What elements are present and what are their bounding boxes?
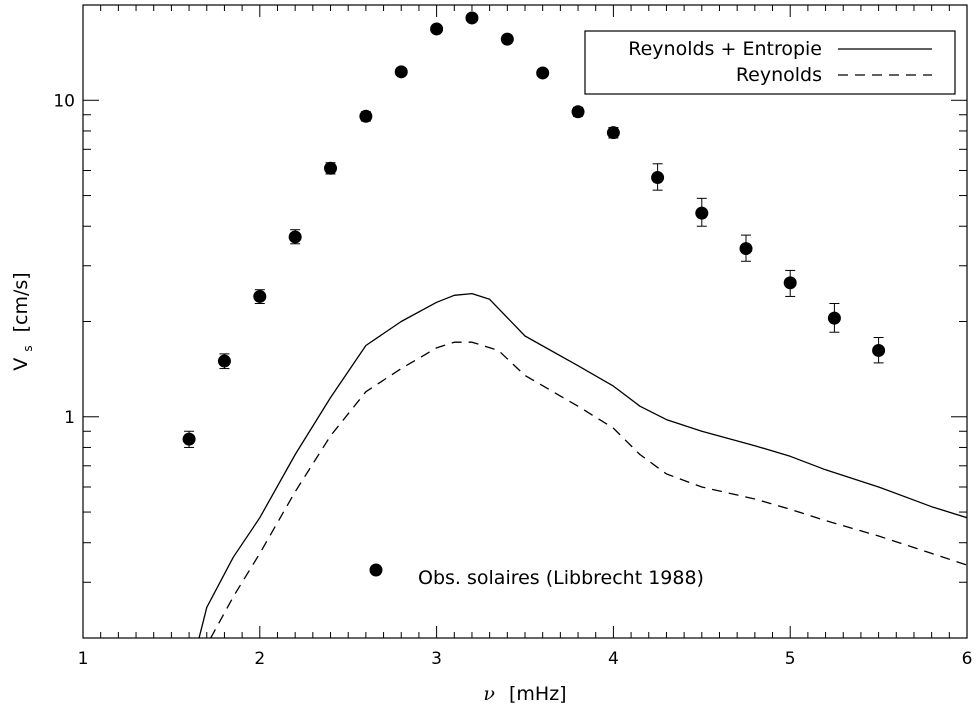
observation-points: [182, 11, 886, 448]
x-tick-label: 2: [254, 649, 265, 669]
data-point: [430, 22, 444, 36]
data-point: [288, 229, 302, 245]
data-point: [465, 11, 479, 25]
point-marker: [872, 343, 886, 357]
legend-label-reynolds-entropie: Reynolds + Entropie: [628, 38, 822, 60]
point-marker: [288, 230, 302, 244]
plot-frame: [82, 4, 968, 639]
point-marker: [571, 105, 585, 119]
x-tick-label: 1: [78, 649, 89, 669]
point-marker: [500, 32, 514, 46]
data-point: [500, 32, 514, 46]
y-axis-label: V s [cm/s]: [10, 272, 37, 370]
x-axis-unit: [mHz]: [509, 683, 567, 705]
y-tick-label: 10: [53, 91, 75, 111]
y-axis-symbol: V: [10, 358, 32, 371]
point-marker: [430, 22, 444, 36]
point-marker: [695, 206, 709, 220]
legend-label-reynolds: Reynolds: [736, 64, 822, 86]
data-point: [827, 302, 841, 333]
point-marker: [827, 311, 841, 325]
x-tick-label: 5: [785, 649, 796, 669]
point-marker: [359, 109, 373, 123]
point-marker: [606, 126, 620, 140]
data-point: [571, 105, 585, 119]
data-point: [324, 161, 338, 175]
point-marker: [182, 432, 196, 446]
x-axis-label: ν [mHz]: [483, 683, 566, 705]
legend-box: [584, 30, 956, 95]
x-tick-label: 3: [431, 649, 442, 669]
point-marker: [536, 66, 550, 80]
data-point: [606, 126, 620, 140]
x-axis-symbol: ν: [483, 683, 495, 705]
data-point: [536, 66, 550, 80]
point-marker: [465, 11, 479, 25]
point-marker: [394, 65, 408, 79]
point-marker: [253, 289, 267, 303]
data-point: [359, 109, 373, 123]
point-marker: [783, 276, 797, 290]
curve-reynolds-entropie: [198, 292, 967, 638]
point-marker: [217, 354, 231, 368]
x-tick-label: 6: [962, 649, 973, 669]
curve-reynolds: [209, 341, 967, 638]
y-axis-subscript: s: [21, 345, 35, 351]
legend-label-observations: Obs. solaires (Libbrecht 1988): [418, 567, 704, 589]
point-marker: [739, 242, 753, 256]
point-marker: [651, 171, 665, 185]
y-tick-label: 1: [64, 408, 75, 428]
data-point: [651, 163, 665, 191]
point-marker: [324, 161, 338, 175]
data-point: [739, 234, 753, 262]
y-axis-unit: [cm/s]: [10, 272, 32, 332]
model-curves: [198, 292, 967, 638]
x-tick-label: 4: [608, 649, 619, 669]
data-point: [253, 289, 267, 304]
legend-marker-dot: [369, 563, 383, 577]
data-point: [182, 430, 196, 448]
data-point: [783, 269, 797, 297]
data-point: [217, 353, 231, 370]
tick-labels: 1 2 3 4 5 6 1 10: [53, 91, 972, 669]
data-point: [695, 197, 709, 227]
data-point: [872, 337, 886, 364]
data-point: [394, 65, 408, 79]
legend: Reynolds + Entropie Reynolds: [584, 30, 956, 95]
